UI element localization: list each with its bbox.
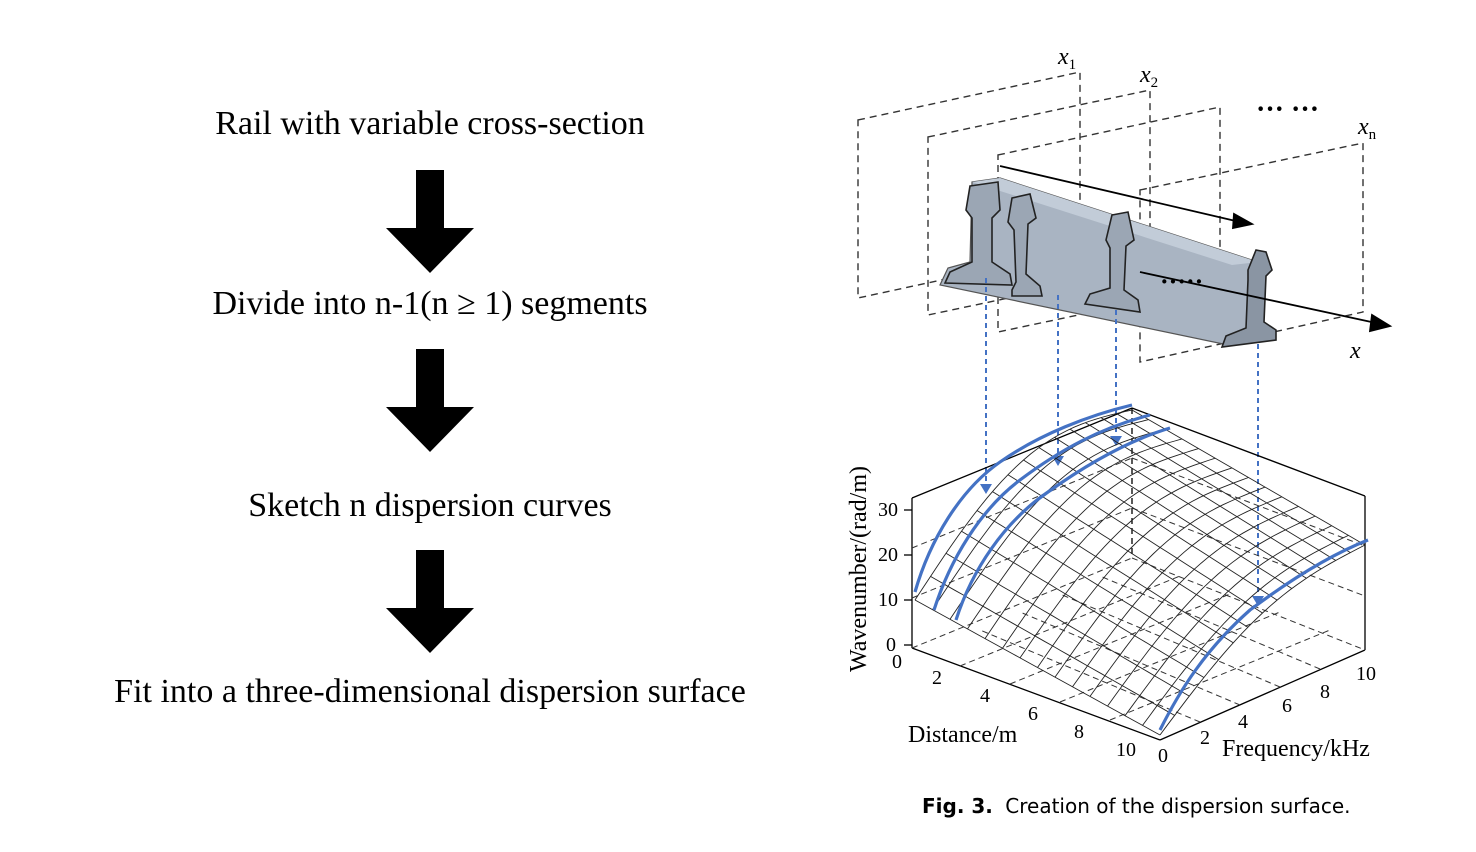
surface-grid-line [1072,496,1282,688]
axis-x-label: x [1349,338,1361,364]
z-axis-ticks [904,509,912,646]
surface-grid-line [1131,409,1366,546]
z-tick-20: 20 [878,544,898,566]
surface-grid-line [1116,413,1351,553]
surface-grid-line [1023,459,1263,614]
z-tick-30: 30 [878,499,898,521]
figure-caption: Fig. 3. Creation of the dispersion surfa… [922,794,1351,818]
z-axis-label: Wavenumber/(rad/m) [846,466,872,672]
down-arrow-icon [386,550,474,653]
surface-grid-line [1019,467,1233,659]
frequency-axis-label: Frequency/kHz [1222,736,1370,762]
surface-grid-line [1054,436,1293,589]
section-planes [857,71,1364,363]
frequency-tick-4: 4 [1238,711,1248,733]
distance-tick-0: 0 [892,651,902,673]
z-tick-10: 10 [878,589,898,611]
frequency-tick-2: 2 [1200,727,1210,749]
surface-grid-line [1142,534,1349,726]
flow-step-3: Sketch n dispersion curves [248,487,612,524]
dispersion-curve-1 [913,403,1133,593]
distance-axis-label: Distance/m [908,722,1018,748]
surface-grid-line [1089,505,1299,697]
plane-label-x1: x1 [1057,44,1076,73]
surface-grid-line [1037,477,1249,668]
rail-illustration: ····· [939,177,1277,348]
z-tick-0: 0 [886,634,896,656]
distance-tick-10: 10 [1116,739,1136,761]
surface-grid-line [1107,515,1316,707]
flow-step-1: Rail with variable cross-section [215,105,645,142]
plot-box [911,407,1366,741]
surface-grid-line [1054,486,1266,678]
dispersion-curve-n [1158,538,1369,731]
caption-label: Fig. 3. [922,794,993,818]
surface-grid-line [1124,525,1332,716]
distance-tick-4: 4 [980,685,990,707]
flow-step-4: Fit into a three-dimensional dispersion … [114,673,746,710]
frequency-tick-6: 6 [1282,695,1292,717]
down-arrow-icon [386,170,474,273]
distance-tick-8: 8 [1074,721,1084,743]
dispersion-surface-mesh [914,409,1366,736]
dispersion-curve-3 [954,426,1171,621]
surface-grid-line [1100,417,1336,561]
flow-step-2: Divide into n-1(n ≥ 1) segments [212,285,648,322]
dispersion-curve-2 [932,413,1151,611]
down-arrow-icon [386,349,474,452]
frequency-tick-8: 8 [1320,681,1330,703]
surface-grid-line [1159,544,1366,736]
dispersion-curves [913,403,1369,731]
frequency-tick-0: 0 [1158,745,1168,767]
frequency-tick-10: 10 [1356,663,1376,685]
distance-tick-2: 2 [932,667,942,689]
caption-text: Creation of the dispersion surface. [1005,794,1351,818]
plane-label-xn: xn [1357,114,1377,143]
plane-ellipsis: ··· ··· [1256,94,1319,125]
plane-label-x2: x2 [1139,62,1158,91]
x-axis-arrows [999,165,1393,333]
distance-tick-6: 6 [1028,703,1038,725]
plane-xn [1139,142,1364,363]
